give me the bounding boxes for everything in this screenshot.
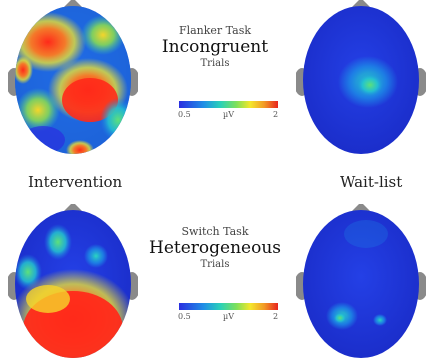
colorbar-top <box>179 101 278 108</box>
colorbar-min-label: 0.5 <box>178 110 191 119</box>
colorbar-max-label: 2 <box>273 312 279 321</box>
panel-label-incongruent: Flanker Task Incongruent Trials <box>140 24 290 70</box>
task-label: Switch Task <box>181 225 249 238</box>
colorbar-bottom <box>179 303 278 310</box>
task-label: Flanker Task <box>178 24 252 37</box>
trials-label: Trials <box>200 259 230 270</box>
topomap-waitlist-incongruent <box>296 0 426 160</box>
colorbar-unit-label: µV <box>223 312 234 321</box>
group-label-intervention: Intervention <box>28 173 123 191</box>
colorbar-unit-label: µV <box>223 110 234 119</box>
condition-label: Heterogeneous <box>149 238 281 258</box>
trials-label: Trials <box>200 58 230 69</box>
colorbar-min-label: 0.5 <box>178 312 191 321</box>
topomap-intervention-incongruent <box>8 0 138 160</box>
topomap-waitlist-heterogeneous <box>296 204 426 364</box>
colorbar-max-label: 2 <box>273 110 279 119</box>
panel-label-heterogeneous: Switch Task Heterogeneous Trials <box>140 225 290 271</box>
group-label-waitlist: Wait-list <box>340 173 403 191</box>
topomap-intervention-heterogeneous <box>8 204 138 364</box>
condition-label: Incongruent <box>161 37 269 57</box>
